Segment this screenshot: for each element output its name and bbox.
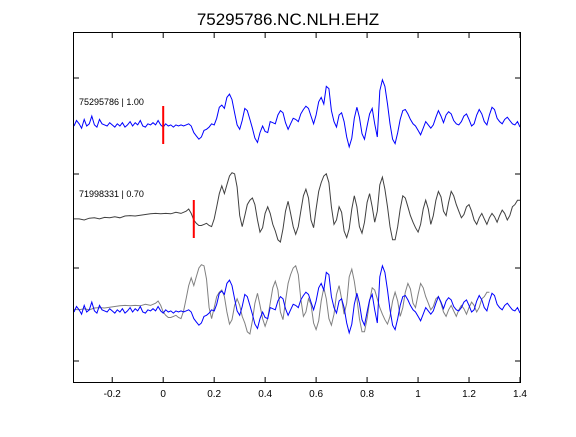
- x-tick-label: -0.2: [104, 389, 122, 400]
- x-tick-label: 0.8: [360, 389, 374, 400]
- trace-line-2: [74, 172, 520, 243]
- trace-label-2: 71998331 | 0.70: [79, 189, 144, 199]
- trace-label-1: 75295786 | 1.00: [79, 97, 144, 107]
- x-tick-label: 0: [160, 389, 166, 400]
- chart-title: 75295786.NC.NLH.EHZ: [197, 10, 379, 29]
- plot-frame: [73, 32, 521, 383]
- x-tick-label: 0.4: [258, 389, 272, 400]
- x-tick-label: 1.2: [462, 389, 476, 400]
- x-tick-label: 0.6: [309, 389, 323, 400]
- x-tick-label: 1: [415, 389, 421, 400]
- tick-marks: -0.2 0 0.2 0.4 0.6 0.8 1 1.2 1.4: [74, 33, 527, 400]
- x-tick-label: 1.4: [513, 389, 527, 400]
- pick-markers: [162, 106, 195, 238]
- trace-labels: 75295786 | 1.00 71998331 | 0.70: [79, 97, 144, 199]
- overlay-secondary-trace: [73, 264, 490, 335]
- trace-line-1: [73, 78, 521, 149]
- overlay-primary-trace: [73, 264, 521, 335]
- x-tick-label: 0.2: [207, 389, 221, 400]
- traces: [73, 78, 521, 335]
